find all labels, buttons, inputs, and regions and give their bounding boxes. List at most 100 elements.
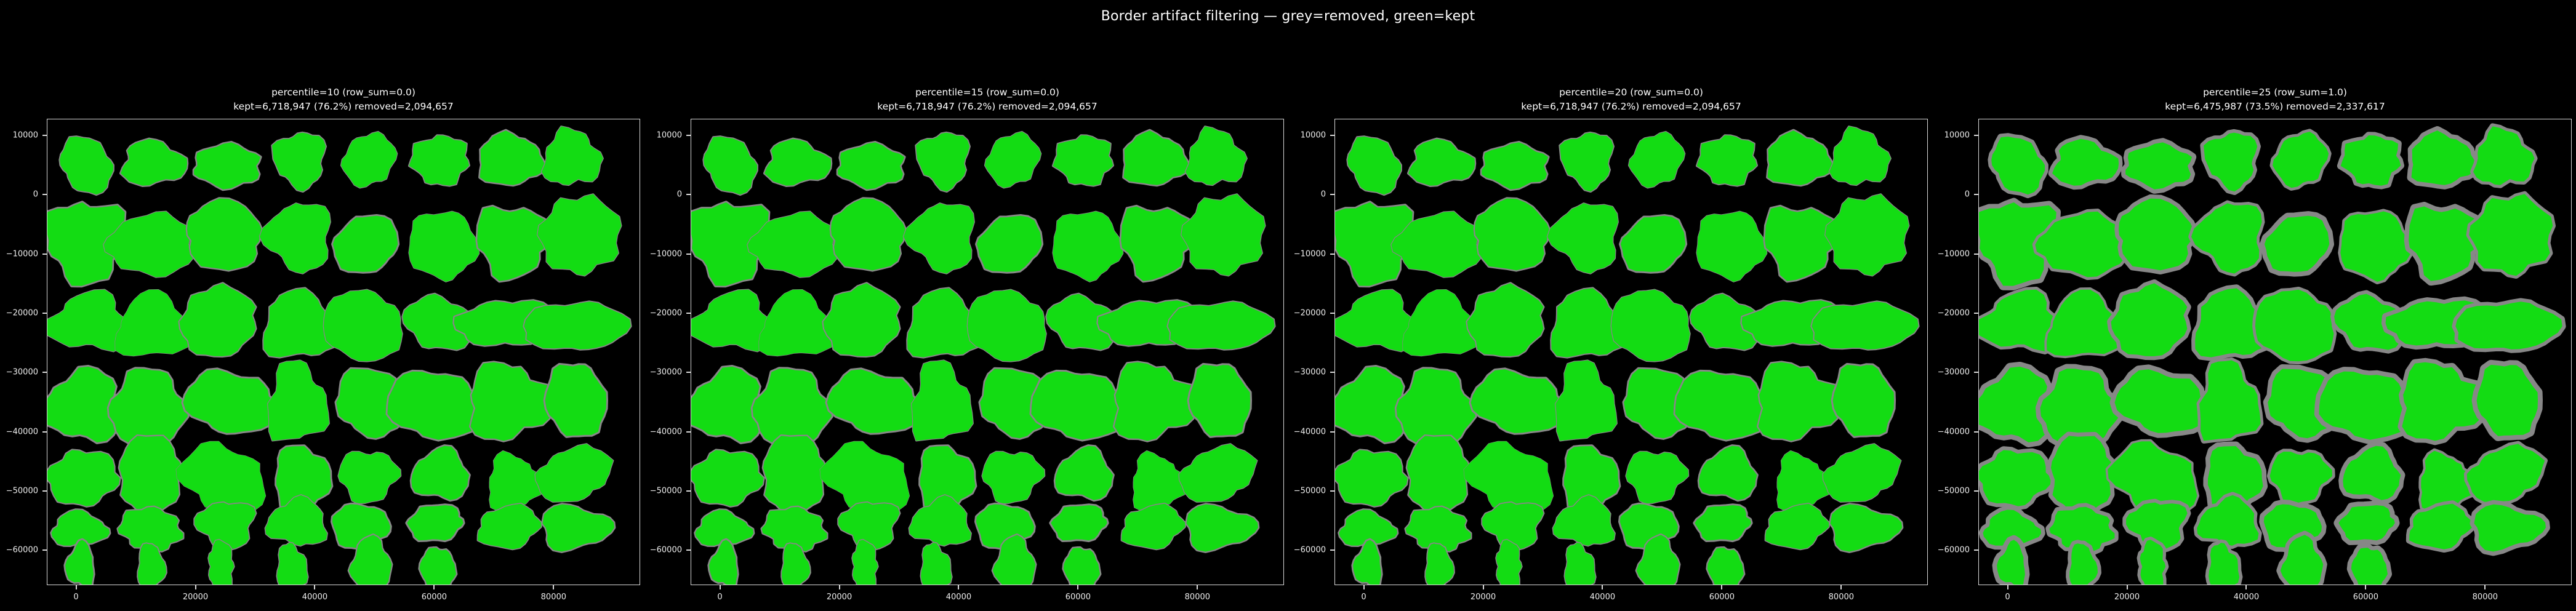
cell-blob xyxy=(1627,130,1686,189)
cell-blob xyxy=(489,450,547,511)
cell-blob xyxy=(1473,197,1551,272)
cell-blob xyxy=(2346,543,2392,585)
cell-blob xyxy=(175,441,267,512)
cell-blob xyxy=(1822,443,1902,503)
x-tick-label: 20000 xyxy=(826,593,853,602)
cell-blob xyxy=(1405,434,1472,517)
cell-blob xyxy=(1112,361,1200,442)
cell-blob xyxy=(334,367,410,440)
x-tick-mark xyxy=(838,585,840,589)
cell-blob xyxy=(543,362,608,438)
cell-blob xyxy=(2269,129,2332,191)
cell-blob xyxy=(476,503,542,551)
cell-blob xyxy=(1552,494,1616,547)
x-tick-label: 0 xyxy=(717,593,723,602)
cell-blob xyxy=(2314,367,2420,445)
cell-blob xyxy=(271,131,327,193)
cell-blob xyxy=(47,364,127,444)
panel-title: percentile=25 (row_sum=1.0) kept=6,475,9… xyxy=(1979,86,2571,113)
panel-title: percentile=10 (row_sum=0.0) kept=6,718,9… xyxy=(47,86,640,113)
cell-blob xyxy=(1466,282,1545,358)
cell-blob xyxy=(836,140,906,191)
y-tick-label: −50000 xyxy=(1293,486,1326,496)
x-tick-mark xyxy=(2365,585,2367,589)
cell-blob xyxy=(691,289,774,353)
cell-blob xyxy=(192,140,262,191)
y-tick-mark xyxy=(1330,490,1335,492)
cell-blob xyxy=(1979,198,2066,290)
y-tick-label: −60000 xyxy=(1937,545,1970,555)
cell-blob xyxy=(2397,357,2490,445)
cell-blob xyxy=(1625,450,1690,505)
cell-blob xyxy=(908,494,972,547)
cell-blob xyxy=(2333,500,2400,545)
cell-blob xyxy=(1554,359,1618,442)
cell-blob xyxy=(47,449,121,508)
y-tick-label: −60000 xyxy=(1293,545,1326,555)
cell-blob xyxy=(2196,357,2264,444)
x-tick-mark xyxy=(2245,585,2247,589)
cell-blob xyxy=(1697,444,1759,502)
cell-blob xyxy=(2200,129,2261,195)
cell-blob xyxy=(2045,503,2119,556)
cell-blob xyxy=(1828,126,1892,186)
cell-blob xyxy=(2137,537,2169,585)
panel-percentile-10: percentile=10 (row_sum=0.0) kept=6,718,9… xyxy=(6,87,640,602)
cell-blob xyxy=(1756,361,1844,442)
y-tick-label: −50000 xyxy=(649,486,682,496)
x-tick-label: 60000 xyxy=(2353,593,2379,602)
x-tick-label: 80000 xyxy=(1184,593,1211,602)
cell-blob xyxy=(2121,138,2197,194)
y-tick-label: −30000 xyxy=(1937,367,1970,377)
cell-blob xyxy=(1052,210,1124,282)
cell-blob xyxy=(1469,367,1567,435)
cell-blob xyxy=(47,289,130,353)
x-tick-label: 40000 xyxy=(2233,593,2260,602)
cell-blob xyxy=(1824,193,1910,277)
cell-blob xyxy=(1693,503,1753,543)
y-tick-mark xyxy=(1974,312,1979,314)
cell-blob xyxy=(2048,135,2123,190)
x-tick-mark xyxy=(553,585,555,589)
y-tick-mark xyxy=(686,549,691,551)
cell-blob xyxy=(829,197,907,272)
y-tick-mark xyxy=(42,135,47,136)
plot-area xyxy=(1335,126,1920,585)
cell-blob xyxy=(1133,450,1190,511)
cell-blob xyxy=(991,533,1037,585)
cell-blob xyxy=(2470,500,2550,556)
y-tick-label: 0 xyxy=(1320,190,1326,199)
cell-blob xyxy=(178,282,257,358)
cell-blob xyxy=(1706,546,1746,585)
y-tick-label: −40000 xyxy=(649,427,682,437)
cell-blob xyxy=(920,541,953,585)
x-tick-label: 20000 xyxy=(2114,593,2140,602)
cell-blob xyxy=(1335,449,1409,508)
x-tick-label: 0 xyxy=(73,593,79,602)
x-tick-label: 20000 xyxy=(182,593,209,602)
y-tick-label: −20000 xyxy=(1937,308,1970,318)
cell-blob xyxy=(981,450,1046,505)
y-tick-label: −50000 xyxy=(6,486,38,496)
y-tick-label: −20000 xyxy=(1293,308,1326,318)
cell-blob xyxy=(2330,290,2406,354)
cell-blob xyxy=(331,214,400,274)
cell-blob xyxy=(340,130,398,189)
cell-blob xyxy=(405,503,465,543)
cell-blob xyxy=(193,501,257,551)
cell-blob xyxy=(2405,500,2476,553)
cell-blob xyxy=(2266,449,2335,506)
cell-blob xyxy=(47,201,132,288)
x-tick-mark xyxy=(2007,585,2008,589)
cell-blob xyxy=(418,546,458,585)
cell-blob xyxy=(902,202,975,274)
cell-blob xyxy=(2452,298,2566,353)
cell-blob xyxy=(758,289,841,357)
cell-blob xyxy=(978,367,1054,440)
x-tick-label: 0 xyxy=(1361,593,1366,602)
panel-title: percentile=15 (row_sum=0.0) kept=6,718,9… xyxy=(691,86,1283,113)
x-tick-mark xyxy=(1482,585,1484,589)
cell-blob xyxy=(1335,289,1418,353)
cell-blob xyxy=(1178,443,1258,503)
